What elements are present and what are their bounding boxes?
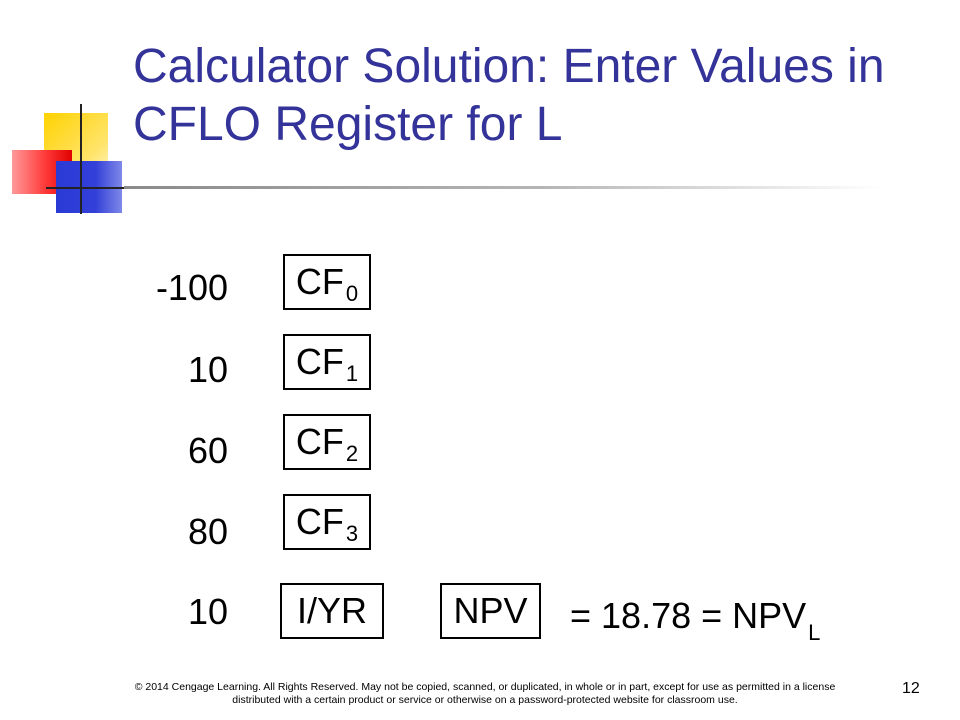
title-divider — [124, 186, 884, 189]
interest-value: 10 — [187, 591, 228, 632]
npv-result-sub: L — [808, 620, 821, 645]
cf1-key-label: CF — [295, 341, 344, 382]
cf3-key-label: CF — [295, 501, 344, 542]
cf0-key: CF 0 — [283, 254, 371, 310]
cf0-key-label: CF — [295, 261, 344, 302]
npv-key: NPV — [440, 583, 541, 639]
cf2-key-label: CF — [295, 421, 344, 462]
cf2-key: CF 2 — [283, 414, 371, 470]
slide-title: Calculator Solution: Enter Values in CFL… — [133, 40, 885, 151]
cf3-key: CF 3 — [283, 494, 371, 550]
cf1-value: 10 — [187, 349, 228, 390]
cf2-value: 60 — [187, 430, 228, 471]
cf2-key-sub: 2 — [345, 441, 359, 466]
npv-result-text: = 18.78 = NPV — [570, 595, 807, 636]
iyr-key-label: I/YR — [296, 590, 367, 631]
cf3-key-sub: 3 — [345, 521, 359, 546]
npv-result: = 18.78 = NPVL — [570, 595, 820, 646]
copyright-notice: © 2014 Cengage Learning. All Rights Rese… — [134, 681, 836, 706]
cf0-key-sub: 0 — [345, 281, 359, 306]
page-number: 12 — [902, 680, 920, 697]
logo-horizontal-line — [46, 187, 136, 189]
cf0-value: -100 — [155, 267, 228, 308]
iyr-key: I/YR — [280, 583, 384, 639]
slide-logo — [0, 0, 140, 220]
npv-key-label: NPV — [453, 590, 528, 631]
cf1-key-sub: 1 — [345, 361, 359, 386]
logo-vertical-line — [80, 104, 82, 214]
cf3-value: 80 — [187, 511, 228, 552]
cf1-key: CF 1 — [283, 334, 371, 390]
